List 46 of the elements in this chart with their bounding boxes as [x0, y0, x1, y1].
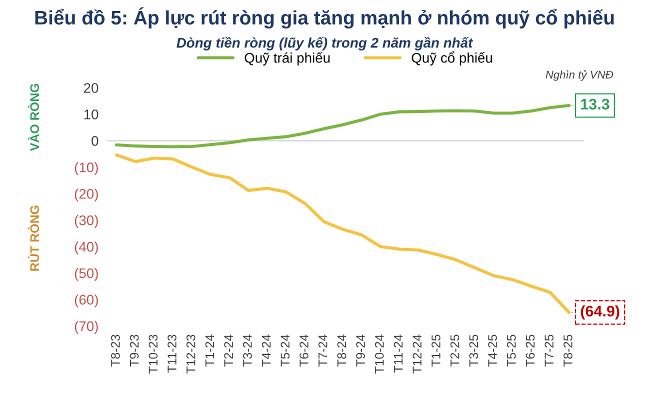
x-tick-label: T7-24 — [318, 334, 328, 367]
x-tick-label: T9-23 — [130, 334, 139, 367]
text: RÚT RÒNG — [28, 206, 40, 271]
data-label: 13.3 — [581, 98, 610, 110]
y-tick-label: (10) — [74, 162, 98, 176]
x-tick-label: T7-25 — [544, 334, 554, 367]
x-tick-label: T6-25 — [526, 334, 535, 367]
x-tick-label: T3-25 — [469, 334, 478, 367]
x-tick-label: T5-25 — [506, 334, 516, 367]
x-tick-label: T2-25 — [450, 334, 460, 367]
x-tick-label: T10-24 — [374, 334, 384, 374]
x-tick-label: T8-25 — [564, 334, 572, 367]
y-axis-title: VÀO RÒNG — [28, 84, 40, 152]
x-tick-label: T8-23 — [111, 334, 120, 367]
x-tick-label: T6-24 — [300, 334, 308, 367]
x-tick-label: T12-23 — [186, 334, 196, 374]
chart-subtitle: Dòng tiền ròng (lũy kế) trong 2 năm gần nhất — [176, 36, 474, 50]
y-tick-label: (40) — [74, 242, 98, 254]
y-tick-label: 20 — [84, 83, 98, 93]
data-label: (64.9) — [580, 305, 620, 320]
x-tick-label: T5-24 — [280, 334, 290, 367]
y-tick-label: (60) — [74, 294, 98, 308]
x-tick-label: T8-24 — [337, 334, 346, 367]
x-tick-label: T1-25 — [432, 334, 440, 367]
x-tick-label: T4-24 — [262, 334, 271, 367]
y-tick-label: (50) — [74, 268, 98, 281]
x-tick-label: T11-24 — [394, 334, 403, 373]
x-tick-label: T1-24 — [205, 334, 214, 367]
legend-label: Quỹ trái phiếu — [244, 52, 330, 66]
legend-label: Quỹ cổ phiếu — [412, 51, 492, 66]
x-tick-label: T4-25 — [488, 334, 497, 367]
x-tick-label: T2-24 — [224, 334, 233, 367]
line-series — [114, 153, 571, 314]
x-tick-label: T3-24 — [242, 334, 252, 367]
x-tick-label: T9-24 — [356, 334, 365, 367]
x-tick-label: T11-23 — [168, 334, 176, 373]
chart-title: Biểu đồ 5: Áp lực rút ròng gia tăng mạnh ở nhóm quỹ cổ phiếu — [35, 7, 614, 29]
y-tick-label: (70) — [74, 320, 98, 334]
y-tick-label: (30) — [74, 215, 98, 228]
line-series — [114, 104, 571, 148]
y-tick-label: 0 — [92, 136, 98, 146]
y-tick-label: 10 — [84, 110, 98, 120]
x-tick-label: T12-24 — [412, 334, 422, 374]
y-tick-label: (20) — [74, 188, 98, 202]
x-tick-label: T10-23 — [148, 334, 158, 374]
text: Nghìn tỷ VNĐ — [546, 70, 614, 81]
